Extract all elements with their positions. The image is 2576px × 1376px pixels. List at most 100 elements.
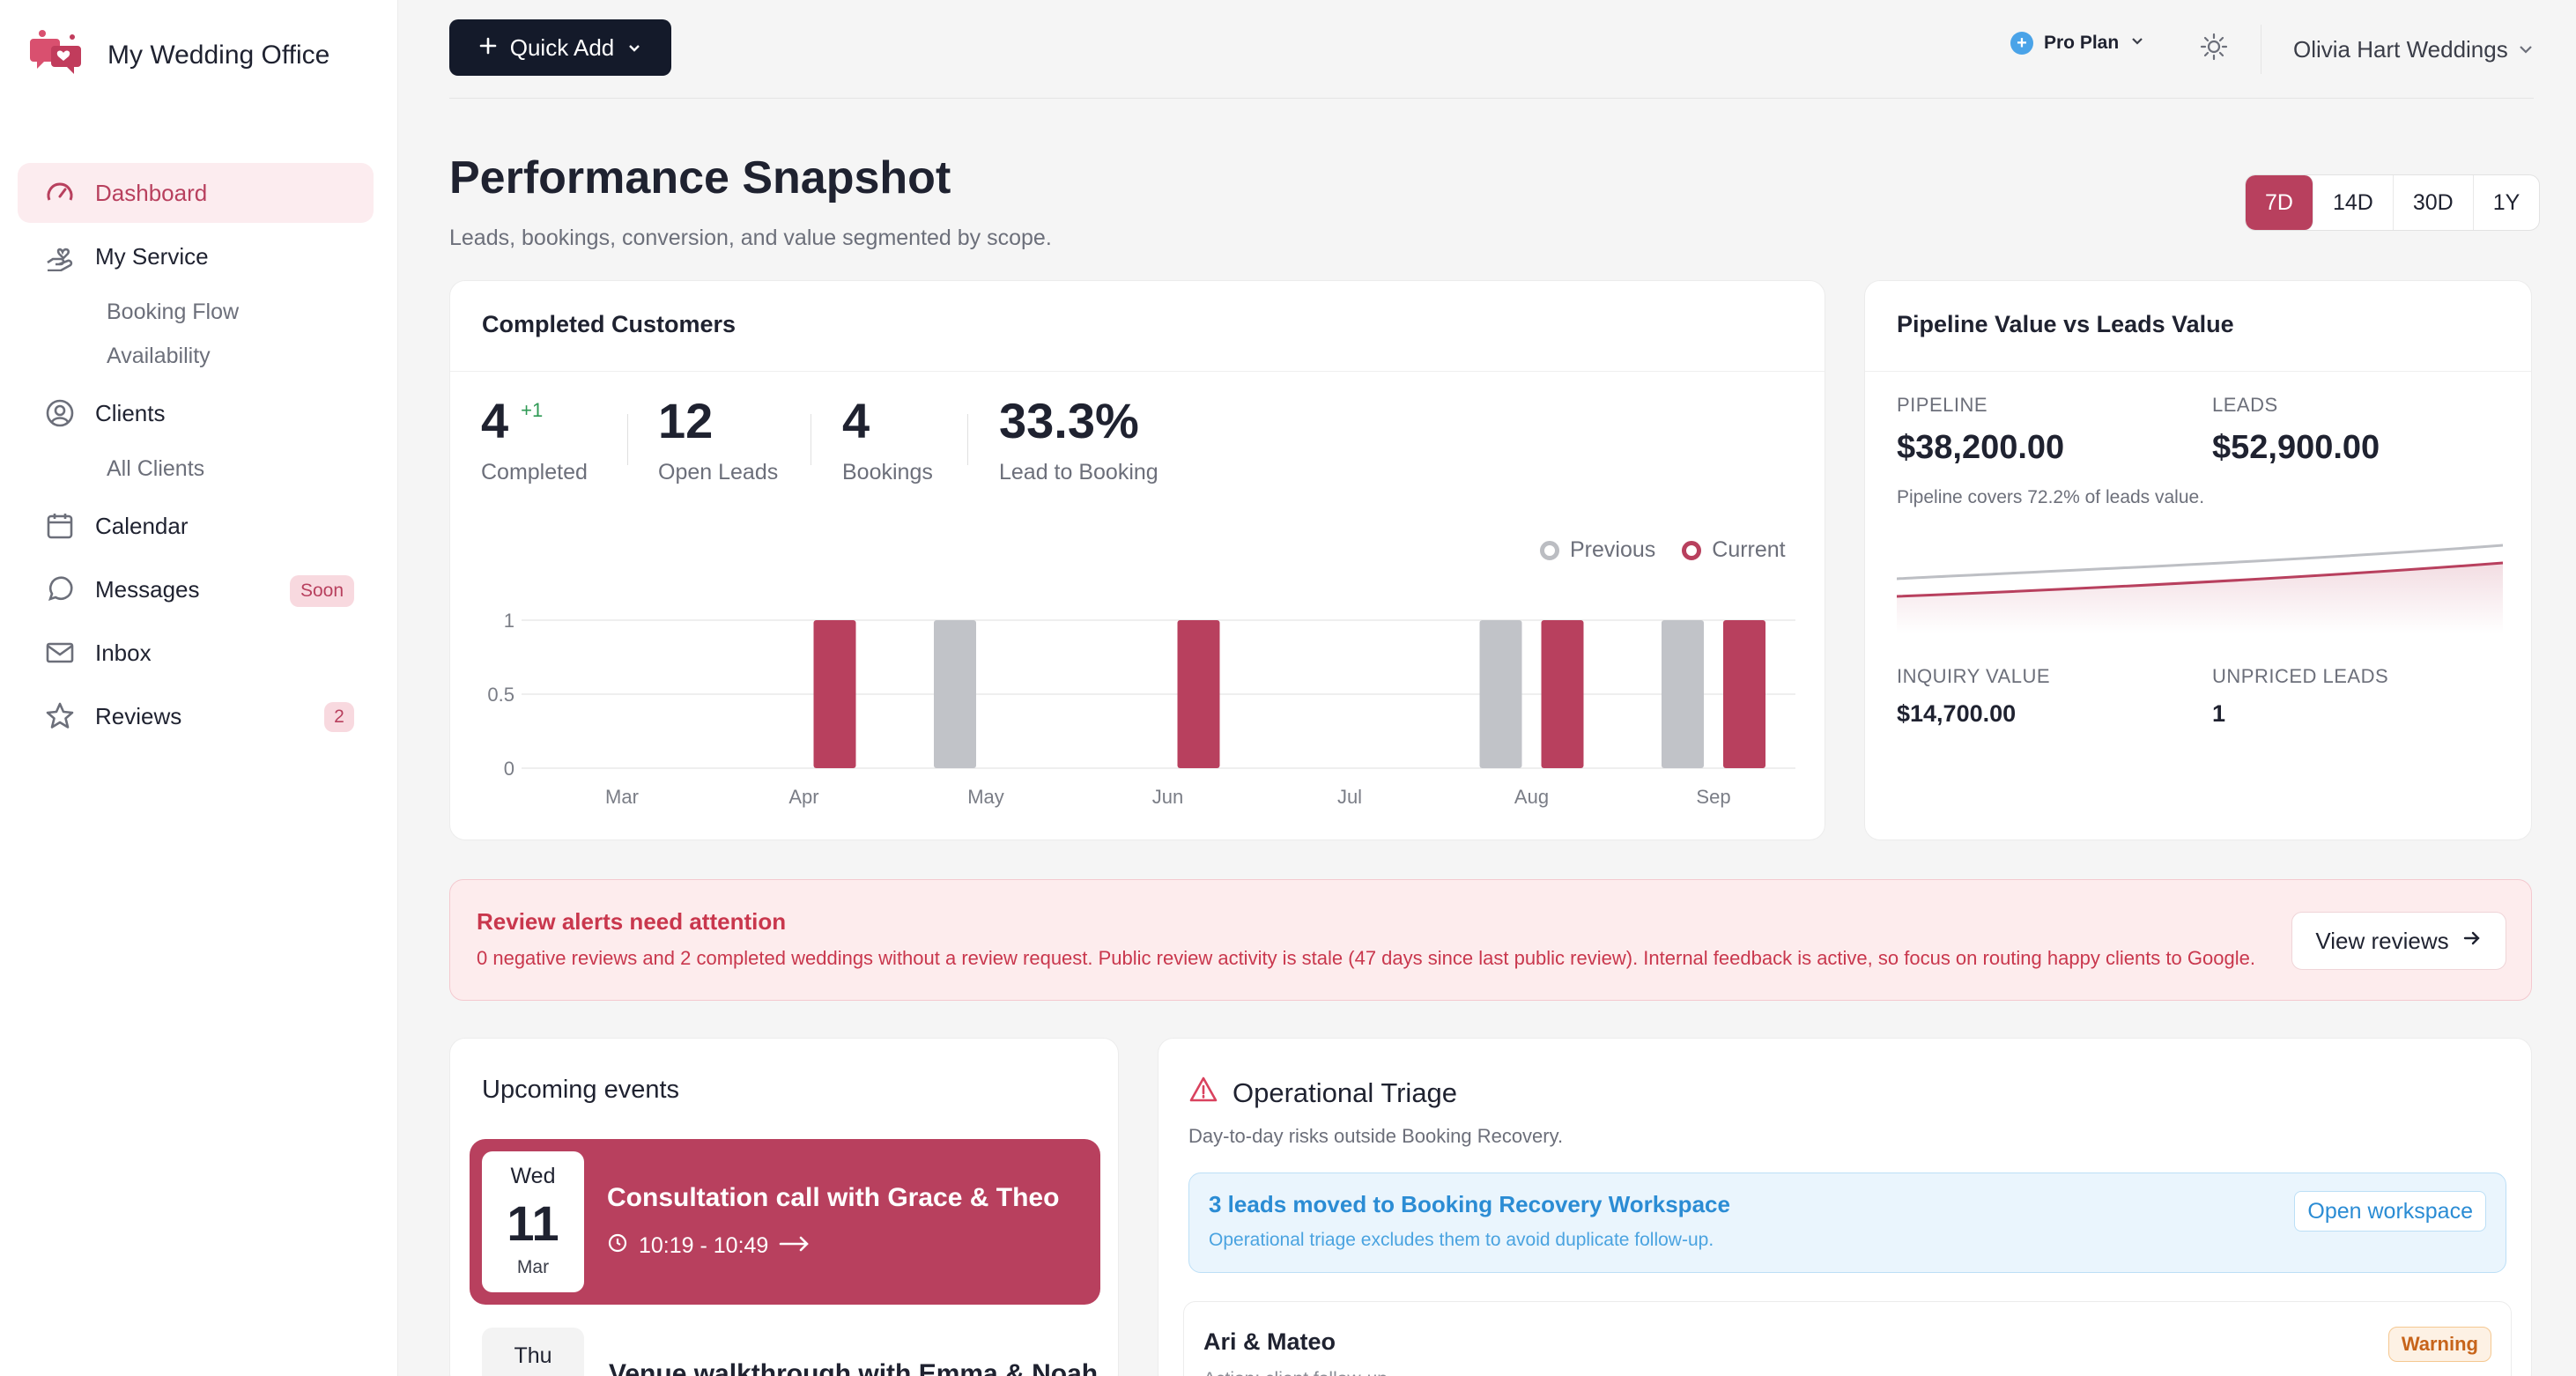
- quick-add-button[interactable]: Quick Add: [449, 19, 671, 76]
- sidebar: My Wedding Office Dashboard My Service B…: [0, 0, 398, 1376]
- triage-row-name: Ari & Mateo: [1203, 1328, 1336, 1355]
- topbar-divider: [449, 98, 2534, 99]
- pipeline-note: Pipeline covers 72.2% of leads value.: [1897, 487, 2205, 507]
- divider: [1865, 371, 2531, 372]
- sidebar-nav: Dashboard My Service Booking Flow Availa…: [18, 163, 374, 750]
- triage-subtitle: Day-to-day risks outside Booking Recover…: [1188, 1125, 1564, 1147]
- event-item[interactable]: Wed 11 Mar Consultation call with Grace …: [470, 1139, 1100, 1305]
- stat-open-leads: 12 Open Leads: [658, 392, 778, 485]
- x-tick-label: Aug: [1514, 786, 1549, 808]
- event-month: Mar: [516, 1257, 550, 1277]
- triage-row-subtitle: Action: client follow-up: [1203, 1369, 1388, 1376]
- triage-row[interactable]: Ari & Mateo Action: client follow-up War…: [1183, 1301, 2512, 1376]
- notice-title: 3 leads moved to Booking Recovery Worksp…: [1209, 1191, 1730, 1217]
- bar-current-aug[interactable]: [1541, 620, 1584, 768]
- pipeline-sparkline: [1897, 544, 2503, 633]
- sidebar-item-calendar[interactable]: Calendar: [18, 496, 374, 556]
- clock-icon: [607, 1232, 628, 1260]
- page-subtitle: Leads, bookings, conversion, and value s…: [449, 226, 1052, 250]
- arrow-right-icon: [2461, 928, 2483, 955]
- sidebar-subitem-availability[interactable]: Availability: [107, 343, 211, 368]
- card-title: Operational Triage: [1188, 1076, 1457, 1111]
- reviews-count-badge: 2: [324, 702, 354, 732]
- sidebar-item-label: Calendar: [95, 512, 189, 539]
- gauge-icon: [44, 177, 76, 209]
- event-title: Consultation call with Grace & Theo: [607, 1183, 1060, 1212]
- legend-label: Current: [1712, 537, 1786, 562]
- chevron-down-icon: [2517, 36, 2535, 63]
- user-name: Olivia Hart Weddings: [2293, 35, 2508, 63]
- sidebar-item-label: Inbox: [95, 639, 152, 666]
- range-selector: 7D 14D 30D 1Y: [2245, 174, 2541, 231]
- bar-previous-may[interactable]: [934, 620, 976, 768]
- bar-previous-sep[interactable]: [1662, 620, 1704, 768]
- sidebar-subitem-all-clients[interactable]: All Clients: [107, 455, 205, 481]
- alert-title: Review alerts need attention: [477, 908, 787, 935]
- sidebar-item-label: Reviews: [95, 702, 182, 729]
- stat-completed: 4 +1 Completed: [481, 392, 588, 485]
- plus-icon: [478, 34, 498, 62]
- legend-label: Previous: [1570, 537, 1656, 562]
- legend-current[interactable]: Current: [1682, 537, 1786, 563]
- view-reviews-button[interactable]: View reviews: [2291, 912, 2506, 970]
- sidebar-item-label: Clients: [95, 399, 166, 426]
- stat-bookings: 4 Bookings: [842, 392, 933, 485]
- arrow-right-icon: [779, 1233, 811, 1259]
- sidebar-item-reviews[interactable]: Reviews 2: [18, 686, 374, 746]
- event-day: 11: [507, 1195, 559, 1251]
- star-icon: [44, 700, 76, 732]
- sidebar-item-my-service[interactable]: My Service: [18, 226, 374, 286]
- event-date: Thu: [482, 1328, 584, 1376]
- y-tick-label: 1: [504, 610, 514, 632]
- user-menu[interactable]: Olivia Hart Weddings: [2261, 25, 2535, 74]
- x-tick-label: May: [967, 786, 1004, 808]
- theme-toggle-sun-icon[interactable]: [2199, 32, 2229, 66]
- event-weekday: Wed: [510, 1164, 556, 1188]
- open-workspace-button[interactable]: Open workspace: [2294, 1191, 2486, 1232]
- booking-recovery-notice: 3 leads moved to Booking Recovery Worksp…: [1188, 1173, 2506, 1273]
- range-14d-button[interactable]: 14D: [2313, 175, 2394, 230]
- sidebar-item-label: My Service: [95, 242, 209, 270]
- range-30d-button[interactable]: 30D: [2394, 175, 2474, 230]
- bar-current-jun[interactable]: [1177, 620, 1220, 768]
- brand[interactable]: My Wedding Office: [28, 26, 329, 84]
- stat-value: 4: [842, 393, 870, 448]
- sidebar-item-dashboard[interactable]: Dashboard: [18, 163, 374, 223]
- sidebar-item-label: Messages: [95, 575, 200, 603]
- card-title: Completed Customers: [482, 311, 737, 337]
- range-1y-button[interactable]: 1Y: [2492, 189, 2520, 215]
- alert-text: 0 negative reviews and 2 completed weddi…: [477, 947, 2255, 969]
- bar-previous-aug[interactable]: [1479, 620, 1522, 768]
- chart-legend: Previous Current: [1540, 537, 1786, 563]
- unpriced-label: UNPRICED LEADS: [2212, 665, 2389, 687]
- legend-ring-icon: [1682, 540, 1702, 560]
- legend-previous[interactable]: Previous: [1540, 537, 1655, 563]
- sidebar-item-label: Dashboard: [95, 179, 208, 206]
- leads-line: [1897, 544, 2503, 581]
- pipeline-label: PIPELINE: [1897, 394, 1988, 416]
- stat-label: Completed: [481, 460, 588, 485]
- sidebar-item-messages[interactable]: Messages Soon: [18, 559, 374, 619]
- warning-badge: Warning: [2387, 1327, 2491, 1362]
- topbar: Quick Add + Pro Plan Olivia Hart Wedding…: [398, 0, 2576, 99]
- event-title[interactable]: Venue walkthrough with Emma & Noah: [609, 1359, 1099, 1376]
- bar-current-apr[interactable]: [813, 620, 856, 768]
- x-tick-label: Jul: [1337, 786, 1362, 808]
- completed-customers-card: Completed Customers: [449, 280, 1825, 840]
- pipeline-area: [1897, 563, 2503, 633]
- sidebar-subitem-booking-flow[interactable]: Booking Flow: [107, 299, 240, 324]
- pipeline-line: [1897, 561, 2503, 598]
- range-7d-button[interactable]: 7D: [2246, 175, 2313, 230]
- bar-current-sep[interactable]: [1723, 620, 1765, 768]
- card-title: Pipeline Value vs Leads Value: [1897, 311, 2234, 337]
- sidebar-item-clients[interactable]: Clients: [18, 383, 374, 443]
- stat-delta: +1: [521, 399, 544, 421]
- sidebar-item-inbox[interactable]: Inbox: [18, 623, 374, 683]
- completed-customers-bar-chart: 1 0.5 0 Mar Apr May Jun Jul Aug Sep: [487, 610, 1795, 808]
- warning-triangle-icon: [1188, 1076, 1218, 1111]
- hand-heart-icon: [44, 240, 76, 272]
- plan-selector[interactable]: + Pro Plan: [2010, 32, 2145, 55]
- y-tick-label: 0.5: [487, 684, 514, 706]
- stat-value: 33.3%: [999, 393, 1139, 448]
- inquiry-label: INQUIRY VALUE: [1897, 665, 2051, 687]
